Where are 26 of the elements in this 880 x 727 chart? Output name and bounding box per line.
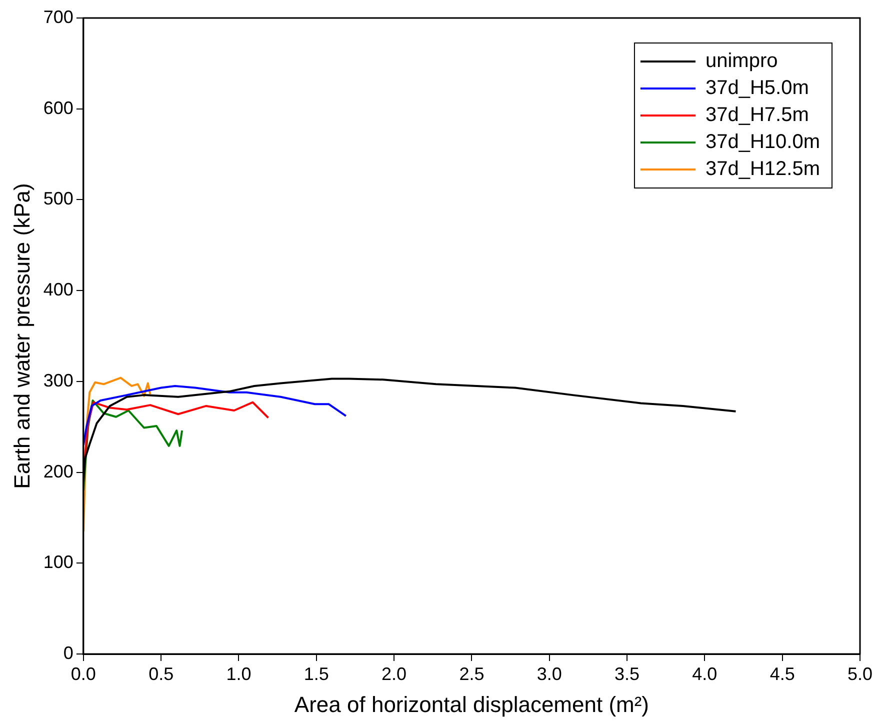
x-tick-label: 2.5 [459,664,484,684]
x-tick-label: 3.0 [536,664,562,684]
y-tick-label: 500 [43,188,74,209]
x-tick-label: 0.5 [148,664,174,684]
y-tick-label: 600 [43,98,74,118]
y-tick-label: 200 [43,461,74,482]
x-tick-label: 4.0 [692,664,718,684]
legend-label: 37d_H12.5m [705,158,820,180]
legend-label: 37d_H7.5m [705,104,809,126]
x-tick-label: 1.5 [304,664,329,684]
x-tick-label: 3.5 [614,664,640,684]
legend-label: 37d_H5.0m [705,77,809,100]
legend-label: unimpro [705,50,778,72]
legend-label: 37d_H10.0m [705,131,820,154]
y-tick-label: 100 [43,552,74,572]
x-tick-label: 5.0 [847,664,873,684]
x-axis-title: Area of horizontal displacement (m²) [294,692,650,717]
x-tick-label: 2.0 [382,664,407,684]
x-tick-label: 4.5 [770,664,795,684]
y-tick-label: 700 [43,6,74,27]
y-tick-label: 0 [63,642,74,663]
x-tick-label: 0.0 [70,664,96,684]
y-tick-label: 400 [43,280,74,300]
y-axis-title: Earth and water pressure (kPa) [9,183,34,489]
y-tick-label: 300 [43,370,74,390]
x-tick-label: 1.0 [226,664,252,684]
